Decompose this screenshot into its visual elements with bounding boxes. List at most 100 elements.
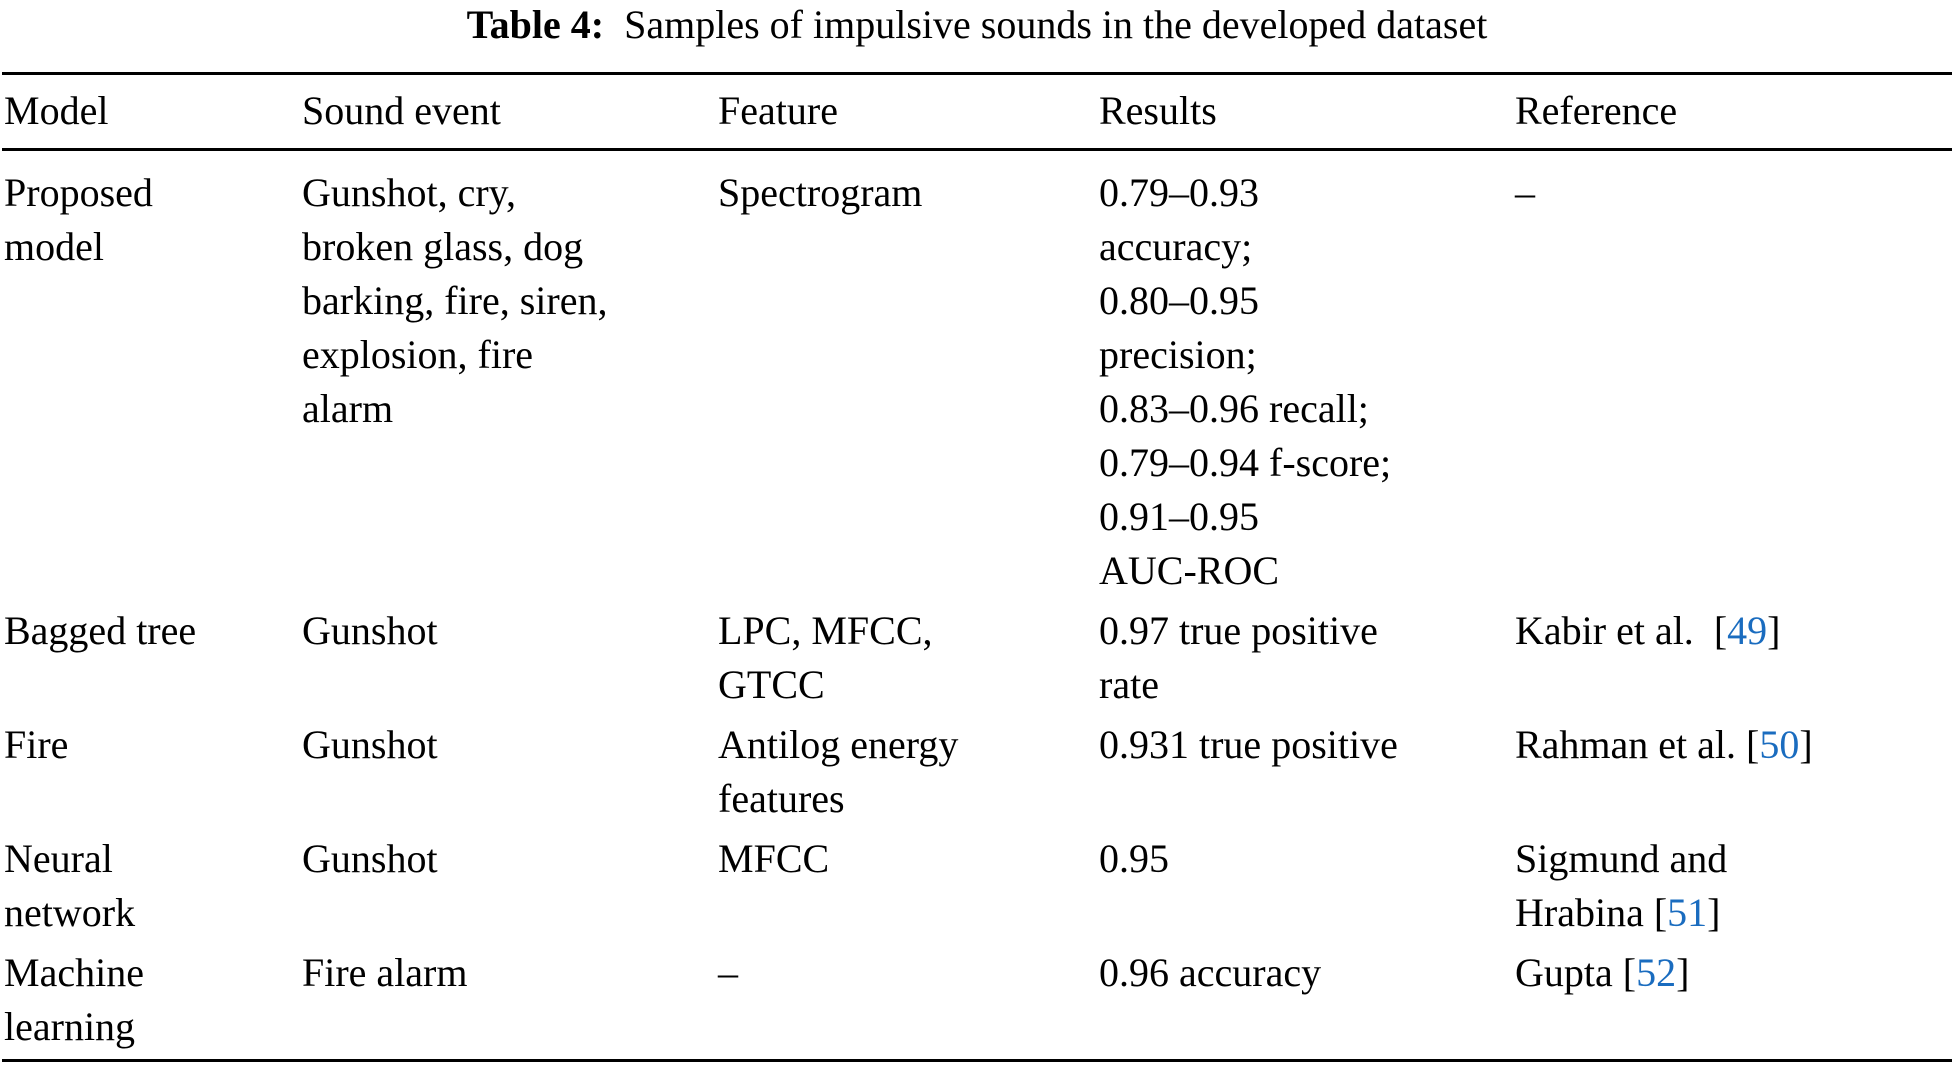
cell-text: Proposed <box>4 170 153 215</box>
bracket: [ <box>1653 890 1668 935</box>
cell-text: Fire alarm <box>302 950 468 995</box>
cell-feature: MFCC <box>718 826 1099 940</box>
cell-text: accuracy; <box>1099 224 1253 269</box>
table-row: Fire Gunshot Antilog energy features 0.9… <box>4 712 1954 826</box>
table-row: Bagged tree Gunshot LPC, MFCC, GTCC 0.97… <box>4 598 1954 712</box>
header-row: Model Sound event Feature Results Refere… <box>4 75 1954 148</box>
cell-text: 0.79–0.94 f-score; <box>1099 440 1392 485</box>
header-rule <box>2 148 1952 151</box>
cell-text: Antilog energy <box>718 722 959 767</box>
cell-text: Neural <box>4 836 113 881</box>
cell-sound-event: Gunshot <box>302 826 718 940</box>
cell-text: Gunshot <box>302 836 438 881</box>
cell-text: barking, fire, siren, <box>302 278 608 323</box>
cell-text: learning <box>4 1004 136 1049</box>
reference-author: Hrabina <box>1515 890 1654 935</box>
samples-table: Model Sound event Feature Results Refere… <box>4 75 1954 1054</box>
cell-text: 0.97 true positive <box>1099 608 1378 653</box>
cell-text: rate <box>1099 662 1159 707</box>
cell-feature: Spectrogram <box>718 148 1099 598</box>
cell-reference: Rahman et al. [50] <box>1515 712 1954 826</box>
citation-link-52[interactable]: 52 <box>1636 950 1677 995</box>
cell-text: MFCC <box>718 836 830 881</box>
header-reference: Reference <box>1515 88 1678 133</box>
cell-text: 0.91–0.95 <box>1099 494 1259 539</box>
cell-sound-event: Gunshot <box>302 598 718 712</box>
table-row: Neural network Gunshot MFCC 0.95 Sigmund… <box>4 826 1954 940</box>
bracket: ] <box>1799 722 1813 767</box>
cell-model: Proposed model <box>4 148 302 598</box>
table-row: Proposed model Gunshot, cry, broken glas… <box>4 148 1954 598</box>
cell-model: Machine learning <box>4 940 302 1054</box>
cell-model: Neural network <box>4 826 302 940</box>
cell-text: precision; <box>1099 332 1257 377</box>
bottom-rule <box>2 1059 1952 1062</box>
cell-text: 0.95 <box>1099 836 1169 881</box>
cell-text: – <box>718 950 738 995</box>
table-caption-text: Samples of impulsive sounds in the devel… <box>624 2 1488 47</box>
cell-results: 0.79–0.93 accuracy; 0.80–0.95 precision;… <box>1099 148 1515 598</box>
reference-author: Sigmund and <box>1515 836 1728 881</box>
cell-reference: – <box>1515 148 1954 598</box>
citation-link-51[interactable]: 51 <box>1667 890 1708 935</box>
cell-text: Machine <box>4 950 144 995</box>
citation-link-49[interactable]: 49 <box>1727 608 1768 653</box>
cell-text: AUC-ROC <box>1099 548 1280 593</box>
header-results: Results <box>1099 88 1217 133</box>
citation-link-50[interactable]: 50 <box>1759 722 1800 767</box>
header-sound-event: Sound event <box>302 88 501 133</box>
cell-text: Gunshot <box>302 722 438 767</box>
cell-results: 0.96 accuracy <box>1099 940 1515 1054</box>
cell-text: alarm <box>302 386 394 431</box>
header-feature: Feature <box>718 88 838 133</box>
cell-text: features <box>718 776 845 821</box>
cell-text: 0.931 true positive <box>1099 722 1398 767</box>
top-rule <box>2 72 1952 75</box>
cell-reference: Sigmund and Hrabina [51] <box>1515 826 1954 940</box>
cell-text: 0.83–0.96 recall; <box>1099 386 1369 431</box>
cell-feature: Antilog energy features <box>718 712 1099 826</box>
cell-sound-event: Gunshot, cry, broken glass, dog barking,… <box>302 148 718 598</box>
cell-model: Fire <box>4 712 302 826</box>
cell-feature: LPC, MFCC, GTCC <box>718 598 1099 712</box>
reference-author: Rahman et al. <box>1515 722 1747 767</box>
cell-text: – <box>1515 170 1535 215</box>
reference-author: Gupta <box>1515 950 1623 995</box>
cell-text: model <box>4 224 104 269</box>
reference-author: Kabir et al. <box>1515 608 1714 653</box>
cell-text: 0.80–0.95 <box>1099 278 1259 323</box>
cell-sound-event: Fire alarm <box>302 940 718 1054</box>
cell-results: 0.931 true positive <box>1099 712 1515 826</box>
cell-text: Spectrogram <box>718 170 923 215</box>
cell-text: LPC, MFCC, <box>718 608 933 653</box>
cell-text: Gunshot, cry, <box>302 170 517 215</box>
bracket: [ <box>1713 608 1728 653</box>
cell-reference: Gupta [52] <box>1515 940 1954 1054</box>
bracket: ] <box>1707 890 1721 935</box>
bracket: [ <box>1746 722 1760 767</box>
table-body: Proposed model Gunshot, cry, broken glas… <box>4 148 1954 1054</box>
bracket: ] <box>1676 950 1690 995</box>
bracket: ] <box>1767 608 1781 653</box>
cell-feature: – <box>718 940 1099 1054</box>
cell-text: explosion, fire <box>302 332 534 377</box>
cell-results: 0.95 <box>1099 826 1515 940</box>
table-row: Machine learning Fire alarm – 0.96 accur… <box>4 940 1954 1054</box>
bracket: [ <box>1622 950 1637 995</box>
cell-model: Bagged tree <box>4 598 302 712</box>
cell-text: Bagged tree <box>4 608 197 653</box>
table-header: Model Sound event Feature Results Refere… <box>4 75 1954 148</box>
cell-text: network <box>4 890 136 935</box>
cell-reference: Kabir et al. [49] <box>1515 598 1954 712</box>
cell-text: 0.96 accuracy <box>1099 950 1322 995</box>
table-caption: Table 4: Samples of impulsive sounds in … <box>0 0 1954 50</box>
cell-sound-event: Gunshot <box>302 712 718 826</box>
table-caption-label: Table 4: <box>466 2 605 47</box>
header-model: Model <box>4 88 109 133</box>
cell-text: Gunshot <box>302 608 438 653</box>
cell-text: broken glass, dog <box>302 224 584 269</box>
cell-text: GTCC <box>718 662 825 707</box>
cell-text: Fire <box>4 722 69 767</box>
cell-results: 0.97 true positive rate <box>1099 598 1515 712</box>
cell-text: 0.79–0.93 <box>1099 170 1259 215</box>
